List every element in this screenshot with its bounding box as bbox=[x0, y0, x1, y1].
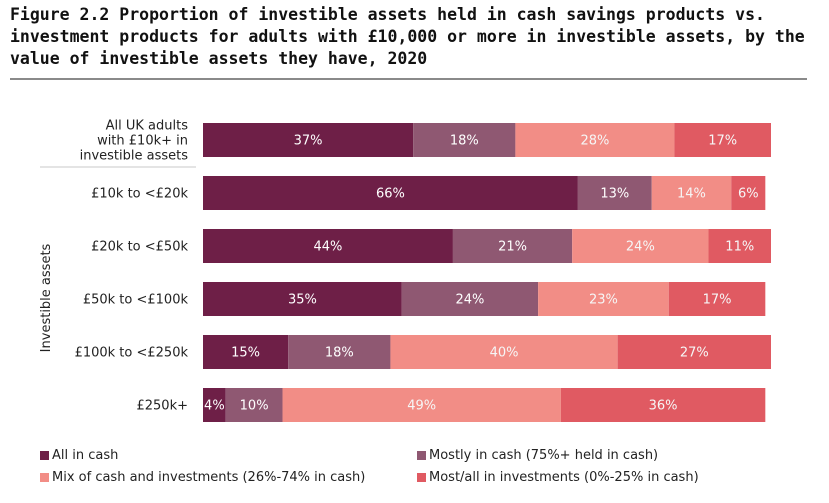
bar-segment bbox=[203, 176, 578, 210]
category-label: £100k to <£250k bbox=[75, 346, 189, 361]
bar-segment bbox=[413, 123, 516, 157]
legend-swatch bbox=[417, 473, 426, 482]
bar-segment bbox=[390, 335, 618, 369]
data-label: 40% bbox=[490, 346, 519, 361]
chart-title: Figure 2.2 Proportion of investible asse… bbox=[10, 5, 805, 68]
bar-segment bbox=[452, 229, 573, 263]
legend-swatch bbox=[40, 451, 49, 460]
data-label: 24% bbox=[456, 293, 485, 308]
bar-segment bbox=[515, 123, 675, 157]
legend-label: Mix of cash and investments (26%-74% in … bbox=[52, 470, 366, 485]
data-label: 21% bbox=[498, 240, 527, 255]
data-label: 37% bbox=[294, 134, 323, 149]
data-label: 49% bbox=[407, 399, 436, 414]
bar-segment bbox=[282, 388, 561, 422]
bar-segment bbox=[203, 282, 402, 316]
data-label: 28% bbox=[580, 134, 609, 149]
bar-segment bbox=[708, 229, 771, 263]
category-label-line: £50k to <£100k bbox=[83, 293, 189, 308]
bar-segment bbox=[572, 229, 709, 263]
bar-segment bbox=[203, 229, 453, 263]
legend-swatch bbox=[40, 473, 49, 482]
legend-item: Most/all in investments (0%-25% in cash) bbox=[417, 470, 699, 485]
data-label: 36% bbox=[649, 399, 678, 414]
data-label: 17% bbox=[708, 134, 737, 149]
bar-segment bbox=[651, 176, 732, 210]
bar-segment bbox=[538, 282, 669, 316]
bar-segment bbox=[577, 176, 652, 210]
data-label: 18% bbox=[325, 346, 354, 361]
data-label: 44% bbox=[314, 240, 343, 255]
category-label-line: £10k to <£20k bbox=[91, 187, 188, 202]
data-label: 14% bbox=[677, 187, 706, 202]
legend-label: All in cash bbox=[52, 448, 119, 463]
bar-segment bbox=[288, 335, 391, 369]
legend-item: Mix of cash and investments (26%-74% in … bbox=[40, 470, 365, 485]
data-label: 11% bbox=[725, 240, 754, 255]
category-label: £10k to <£20k bbox=[91, 187, 188, 202]
data-label: 10% bbox=[240, 399, 269, 414]
data-label: 13% bbox=[600, 187, 629, 202]
data-label: 18% bbox=[450, 134, 479, 149]
bar-segment bbox=[560, 388, 766, 422]
bar-segment bbox=[731, 176, 766, 210]
category-label-line: £100k to <£250k bbox=[75, 346, 189, 361]
bar-segment bbox=[203, 123, 414, 157]
bar-segment bbox=[674, 123, 771, 157]
data-label: 27% bbox=[680, 346, 709, 361]
category-label-line: investible assets bbox=[80, 149, 189, 164]
legend-swatch bbox=[417, 451, 426, 460]
category-label: £250k+ bbox=[136, 399, 188, 414]
category-label-line: £250k+ bbox=[136, 399, 188, 414]
category-label-line: £20k to <£50k bbox=[91, 240, 188, 255]
data-label: 6% bbox=[738, 187, 759, 202]
legend-label: Most/all in investments (0%-25% in cash) bbox=[429, 470, 699, 485]
category-label: All UK adults with £10k+ in investible ass… bbox=[80, 119, 189, 164]
y-axis-title: Investible assets bbox=[39, 243, 54, 352]
data-label: 24% bbox=[626, 240, 655, 255]
data-label: 15% bbox=[231, 346, 260, 361]
legend-item: Mostly in cash (75%+ held in cash) bbox=[417, 448, 658, 463]
bar-segment bbox=[668, 282, 766, 316]
bar-segment bbox=[617, 335, 771, 369]
bar-segment bbox=[203, 335, 289, 369]
legend-item: All in cash bbox=[40, 448, 118, 463]
title-divider bbox=[10, 78, 807, 80]
category-label-line: All UK adults bbox=[106, 119, 189, 134]
data-label: 35% bbox=[288, 293, 317, 308]
legend-label: Mostly in cash (75%+ held in cash) bbox=[429, 448, 659, 463]
data-label: 66% bbox=[376, 187, 405, 202]
category-label: £20k to <£50k bbox=[91, 240, 188, 255]
category-label-line: with £10k+ in bbox=[97, 134, 188, 149]
bar-segment bbox=[225, 388, 283, 422]
data-label: 23% bbox=[589, 293, 618, 308]
bar-segment bbox=[401, 282, 539, 316]
data-label: 4% bbox=[204, 399, 225, 414]
data-label: 17% bbox=[703, 293, 732, 308]
bar-segment bbox=[203, 388, 226, 422]
category-label: £50k to <£100k bbox=[83, 293, 189, 308]
